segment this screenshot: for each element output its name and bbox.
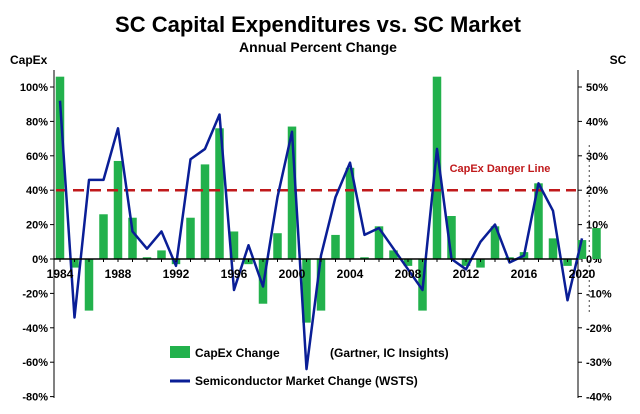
capex-bar (99, 214, 108, 259)
left-tick-label: 20% (26, 220, 48, 232)
x-tick-label: 2016 (511, 267, 538, 281)
market-change-line (58, 100, 584, 371)
capex-bar (302, 259, 311, 323)
left-tick-label: -40% (22, 323, 48, 335)
x-tick-label: 2012 (453, 267, 480, 281)
left-tick-label: -60% (22, 357, 48, 369)
capex-bar (157, 250, 166, 259)
x-tick-label: 2008 (395, 267, 422, 281)
left-axis-title: CapEx (10, 53, 48, 67)
capex-bar (70, 259, 79, 268)
left-tick-label: 0% (32, 254, 48, 266)
capex-bar (447, 216, 456, 259)
chart-subtitle: Annual Percent Change (239, 39, 397, 55)
right-tick-label: 30% (586, 151, 608, 163)
capex-bar (287, 126, 297, 259)
legend-capex-label: CapEx Change (195, 346, 280, 360)
right-axis-ticks: 50%40%30%20%10%0%-10%-20%-30%-40% (578, 82, 612, 404)
capex-bar (84, 259, 94, 311)
right-tick-label: -40% (586, 392, 612, 404)
x-axis-labels: 1984 1988 1992 1996 2000 2004 2008 2012 2016 2020 (47, 267, 596, 281)
right-tick-label: 50% (586, 82, 608, 94)
capex-bars (55, 76, 601, 323)
legend-market-label: Semiconductor Market Change (WSTS) (195, 374, 418, 388)
capex-bar (461, 259, 471, 266)
plot-frame (53, 70, 579, 398)
capex-bar (229, 231, 239, 259)
right-tick-label: 10% (586, 220, 608, 232)
right-tick-label: -30% (586, 357, 612, 369)
zero-axis (54, 258, 597, 262)
capex-bar (577, 240, 587, 259)
x-tick-label: 1984 (47, 267, 74, 281)
legend-capex-source: (Gartner, IC Insights) (330, 346, 449, 360)
legend-capex-swatch (170, 346, 190, 358)
capex-bar (215, 128, 224, 259)
capex-bar (490, 226, 500, 259)
x-tick-label: 2020 (569, 267, 596, 281)
capex-bar (563, 259, 572, 266)
chart-title: SC Capital Expenditures vs. SC Market (115, 12, 522, 37)
market-line-group (58, 100, 584, 371)
left-tick-label: 100% (20, 82, 48, 94)
capex-bar (273, 233, 282, 259)
right-tick-label: -20% (586, 323, 612, 335)
capex-bar (360, 257, 369, 259)
right-tick-label: -10% (586, 288, 612, 300)
legend: CapEx Change (Gartner, IC Insights) Semico… (170, 346, 449, 388)
capex-bar (55, 76, 65, 260)
x-tick-label: 2004 (337, 267, 364, 281)
capex-bar (128, 217, 137, 259)
left-axis-ticks: 100% 80% 60% 40% 20% 0% -20% -40% -60% -80% (20, 82, 54, 404)
capex-bar (548, 238, 558, 259)
capex-bar (186, 217, 195, 259)
capex-bar (200, 164, 210, 259)
danger-line-label: CapEx Danger Line (450, 163, 551, 175)
capex-bar (389, 250, 398, 259)
capex-bar (142, 257, 152, 259)
capex-bar (316, 259, 326, 311)
capex-bar (534, 183, 543, 259)
capex-bar (505, 257, 514, 259)
left-tick-label: -20% (22, 288, 48, 300)
capex-bar (592, 228, 601, 259)
right-tick-label: 40% (586, 116, 608, 128)
x-tick-label: 1992 (163, 267, 190, 281)
left-tick-label: 40% (26, 185, 48, 197)
left-tick-label: 60% (26, 151, 48, 163)
left-tick-label: 80% (26, 116, 48, 128)
capex-bar (345, 167, 355, 259)
x-tick-label: 1988 (105, 267, 132, 281)
x-tick-label: 2000 (279, 267, 306, 281)
left-tick-label: -80% (22, 392, 48, 404)
right-tick-label: 20% (586, 185, 608, 197)
capex-bar (476, 259, 485, 268)
capex-bar (374, 226, 384, 259)
capex-bar (432, 76, 442, 260)
capex-bar (403, 259, 413, 266)
danger-line-group: CapEx Danger Line (56, 145, 590, 312)
x-tick-label: 1996 (221, 267, 248, 281)
capex-bar (331, 234, 340, 259)
capex-bar (113, 160, 123, 259)
right-axis-title: SC (610, 53, 627, 67)
